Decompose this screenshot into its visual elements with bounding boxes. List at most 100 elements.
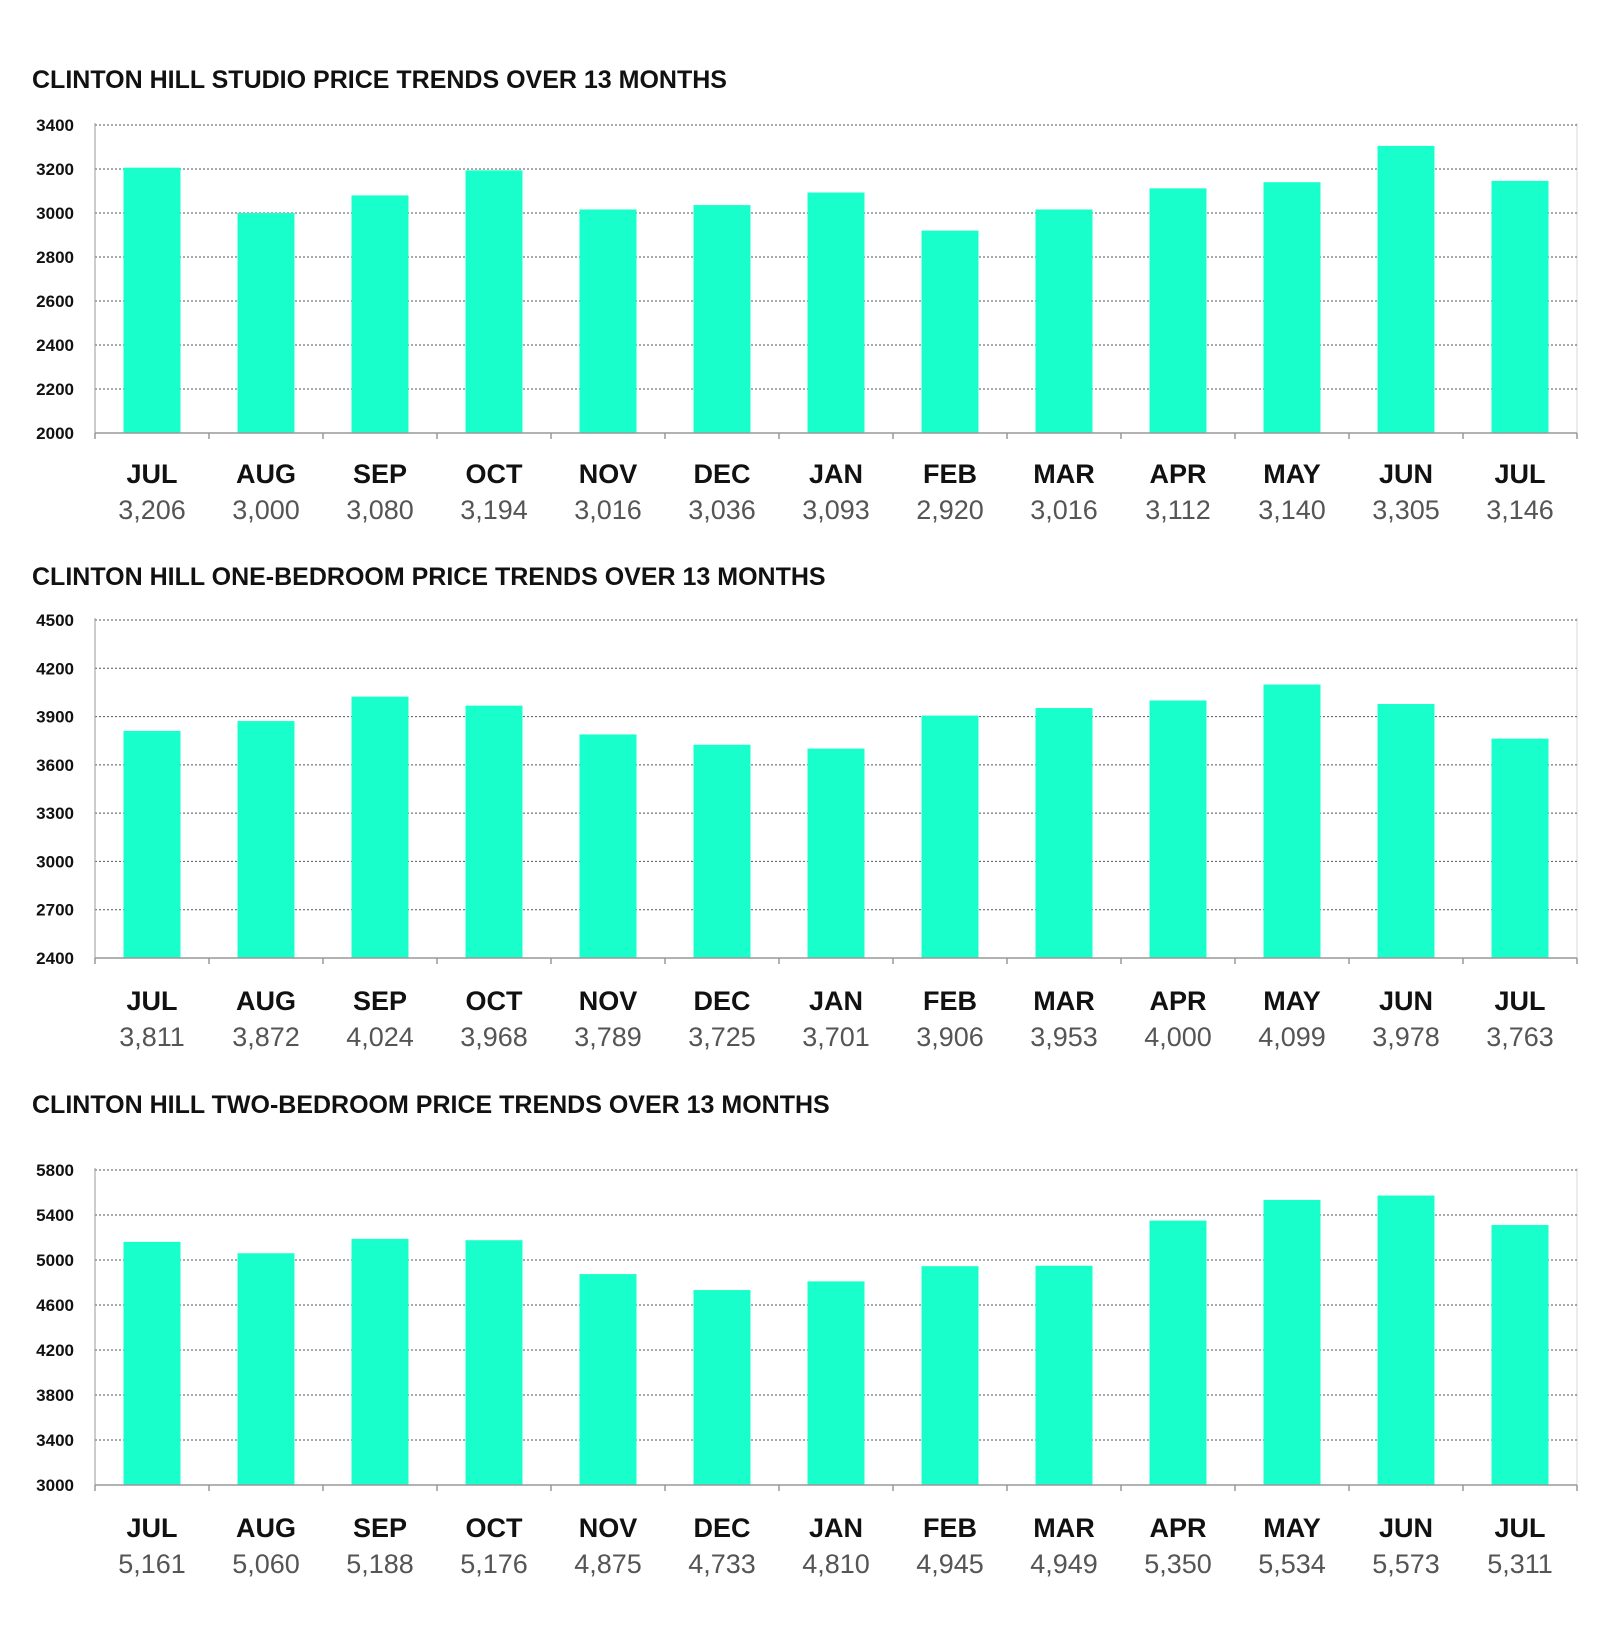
category-label: APR bbox=[1149, 986, 1206, 1016]
value-label: 3,906 bbox=[916, 1022, 984, 1052]
bar bbox=[1491, 1225, 1549, 1485]
value-label: 5,311 bbox=[1487, 1549, 1553, 1579]
y-tick-label: 3400 bbox=[36, 1431, 74, 1450]
y-tick-label: 3400 bbox=[36, 116, 74, 135]
category-label: DEC bbox=[693, 986, 750, 1016]
bar bbox=[1491, 738, 1549, 958]
value-label: 4,099 bbox=[1258, 1022, 1326, 1052]
y-tick-label: 2000 bbox=[36, 424, 74, 443]
category-label: MAY bbox=[1263, 986, 1321, 1016]
category-label: AUG bbox=[236, 1513, 296, 1543]
value-label: 5,188 bbox=[346, 1549, 414, 1579]
plot-area: 2000 2200 2400 2600 2800 3000 3200 3400 JUL 3,206… bbox=[36, 116, 1578, 525]
bar bbox=[237, 1253, 295, 1485]
category-label: SEP bbox=[353, 459, 407, 489]
category-label: JUN bbox=[1379, 459, 1433, 489]
value-label: 5,534 bbox=[1258, 1549, 1326, 1579]
category-label: MAY bbox=[1263, 1513, 1321, 1543]
plot-area: 3000 3400 3800 4200 4600 5000 5400 5800 JUL 5,161… bbox=[36, 1161, 1578, 1579]
bar bbox=[1149, 700, 1207, 958]
value-label: 5,161 bbox=[118, 1549, 186, 1579]
value-label: 3,140 bbox=[1258, 495, 1326, 525]
value-label: 2,920 bbox=[916, 495, 984, 525]
bar bbox=[693, 744, 751, 958]
bar bbox=[807, 1281, 865, 1485]
value-label: 4,024 bbox=[346, 1022, 414, 1052]
y-tick-label: 2400 bbox=[36, 336, 74, 355]
bar bbox=[1491, 180, 1549, 433]
category-label: JAN bbox=[809, 459, 863, 489]
value-label: 3,016 bbox=[1030, 495, 1098, 525]
plot-area: 2400 2700 3000 3300 3600 3900 4200 4500 JUL 3,811… bbox=[36, 611, 1578, 1052]
bar bbox=[465, 1240, 523, 1485]
bar bbox=[465, 170, 523, 433]
category-label: NOV bbox=[579, 1513, 638, 1543]
value-label: 3,016 bbox=[574, 495, 642, 525]
chart-title: CLINTON HILL STUDIO PRICE TRENDS OVER 13… bbox=[32, 66, 727, 94]
bar bbox=[465, 705, 523, 958]
value-label: 3,763 bbox=[1486, 1022, 1554, 1052]
bar bbox=[921, 715, 979, 958]
bar bbox=[1035, 1265, 1093, 1485]
category-label: MAR bbox=[1033, 986, 1095, 1016]
category-label: JUL bbox=[126, 1513, 177, 1543]
bar bbox=[579, 734, 637, 958]
bar bbox=[807, 192, 865, 433]
y-tick-label: 5800 bbox=[36, 1161, 74, 1180]
category-label: APR bbox=[1149, 1513, 1206, 1543]
bar bbox=[1263, 1199, 1321, 1485]
bar bbox=[1035, 209, 1093, 433]
category-label: OCT bbox=[466, 459, 524, 489]
category-label: MAY bbox=[1263, 459, 1321, 489]
bar bbox=[693, 1290, 751, 1485]
y-tick-label: 4200 bbox=[36, 659, 74, 678]
y-tick-label: 4500 bbox=[36, 611, 74, 630]
bar bbox=[351, 195, 409, 433]
y-tick-label: 3000 bbox=[36, 204, 74, 223]
y-tick-label: 4600 bbox=[36, 1296, 74, 1315]
bar bbox=[1377, 704, 1435, 958]
bar bbox=[1377, 145, 1435, 433]
category-label: FEB bbox=[923, 1513, 977, 1543]
one-bedroom-price-chart: CLINTON HILL ONE-BEDROOM PRICE TRENDS OV… bbox=[32, 563, 1578, 1052]
bar bbox=[1263, 182, 1321, 433]
y-tick-label: 4200 bbox=[36, 1341, 74, 1360]
value-label: 3,872 bbox=[232, 1022, 300, 1052]
value-label: 3,701 bbox=[802, 1022, 870, 1052]
value-label: 3,305 bbox=[1372, 495, 1440, 525]
two-bedroom-price-chart: CLINTON HILL TWO-BEDROOM PRICE TRENDS OV… bbox=[32, 1091, 1578, 1579]
category-label: JUL bbox=[126, 459, 177, 489]
category-label: JUL bbox=[126, 986, 177, 1016]
value-label: 3,080 bbox=[346, 495, 414, 525]
category-label: NOV bbox=[579, 986, 638, 1016]
value-label: 3,789 bbox=[574, 1022, 642, 1052]
category-label: SEP bbox=[353, 1513, 407, 1543]
studio-price-chart: CLINTON HILL STUDIO PRICE TRENDS OVER 13… bbox=[32, 66, 1578, 525]
category-label: JUL bbox=[1494, 459, 1545, 489]
y-tick-label: 5400 bbox=[36, 1206, 74, 1225]
y-tick-label: 2600 bbox=[36, 292, 74, 311]
category-label: FEB bbox=[923, 459, 977, 489]
y-tick-label: 3200 bbox=[36, 160, 74, 179]
y-tick-label: 2400 bbox=[36, 949, 74, 968]
y-tick-label: 2800 bbox=[36, 248, 74, 267]
bar bbox=[123, 167, 181, 433]
value-label: 4,733 bbox=[688, 1549, 756, 1579]
bar bbox=[1149, 188, 1207, 433]
value-label: 3,725 bbox=[688, 1022, 756, 1052]
value-label: 3,000 bbox=[232, 495, 300, 525]
value-label: 3,112 bbox=[1145, 495, 1211, 525]
category-label: JUN bbox=[1379, 986, 1433, 1016]
category-label: MAR bbox=[1033, 459, 1095, 489]
bar bbox=[237, 213, 295, 433]
bar bbox=[921, 230, 979, 433]
bar bbox=[579, 1274, 637, 1485]
bar bbox=[579, 209, 637, 433]
y-tick-label: 5000 bbox=[36, 1251, 74, 1270]
y-tick-label: 3300 bbox=[36, 804, 74, 823]
y-tick-label: 2700 bbox=[36, 901, 74, 920]
value-label: 3,036 bbox=[688, 495, 756, 525]
y-tick-label: 3900 bbox=[36, 708, 74, 727]
bar bbox=[1035, 708, 1093, 958]
